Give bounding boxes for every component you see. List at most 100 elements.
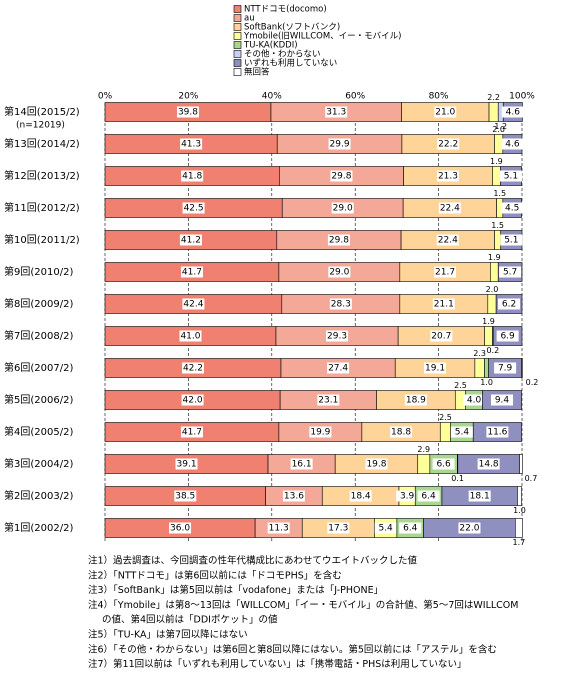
sample-size: (n=12019): [16, 121, 65, 131]
value-label: 41.7: [182, 428, 202, 438]
value-label: 19.1: [425, 364, 445, 374]
bar-segment: [440, 423, 450, 442]
value-label: 18.9: [406, 396, 426, 406]
value-label: 29.9: [330, 140, 350, 150]
value-label: 1.0: [513, 506, 526, 515]
value-label: 29.8: [329, 236, 349, 246]
legend-swatch: [234, 6, 241, 13]
value-label: 21.3: [438, 172, 458, 182]
value-label: 22.4: [440, 204, 460, 214]
value-label: 0.2: [486, 346, 499, 355]
bar-segment: [522, 359, 523, 378]
value-label: 18.8: [391, 428, 411, 438]
category-label: 第1回(2002/2): [4, 521, 73, 534]
x-tick-label: 0%: [98, 92, 113, 102]
bar-segment: [490, 263, 498, 282]
value-label: 14.8: [479, 460, 499, 470]
value-label: 4.6: [505, 140, 520, 150]
value-label: 7.9: [498, 364, 513, 374]
x-tick-label: 100%: [509, 92, 535, 102]
value-label: 41.7: [182, 268, 202, 278]
category-label: 第2回(2003/2): [4, 489, 73, 502]
bar-segment: [515, 519, 522, 538]
value-label: 2.3: [473, 349, 486, 358]
value-label: 22.0: [459, 524, 479, 534]
note: 注4）「Ymobile」は第8～13回は「WILLCOM」「イー・モバイル」の合…: [88, 599, 518, 611]
value-label: 19.8: [366, 460, 386, 470]
category-label: 第12回(2013/2): [4, 169, 80, 182]
bar-segment: [494, 231, 500, 250]
value-label: 1.5: [491, 221, 504, 230]
legend-swatch: [234, 60, 241, 67]
value-label: 29.0: [329, 268, 349, 278]
value-label: 4.6: [506, 108, 521, 118]
x-tick-label: 40%: [262, 92, 282, 102]
value-label: 42.5: [184, 204, 204, 214]
legend-swatch: [234, 69, 241, 76]
category-label: 第3回(2004/2): [4, 457, 73, 470]
value-label: 36.0: [170, 524, 190, 534]
value-label: 20.7: [431, 332, 451, 342]
bar-segment: [489, 103, 498, 122]
value-label: 41.8: [182, 172, 202, 182]
value-label: 2.0: [486, 285, 499, 294]
value-label: 39.1: [177, 460, 197, 470]
bar-segment: [492, 167, 500, 186]
value-label: 1.9: [488, 253, 501, 262]
value-label: 0.2: [526, 378, 539, 387]
bar-segment: [519, 455, 522, 474]
value-label: 29.8: [331, 172, 351, 182]
category-label: 第10回(2011/2): [4, 233, 80, 246]
value-label: 1.0: [480, 378, 493, 387]
value-label: 21.7: [435, 268, 455, 278]
value-label: 4.0: [467, 396, 482, 406]
value-label: 2.2: [487, 93, 500, 102]
note: 注7）第11回以前は「いずれも利用していない」は「携帯電話・PHSは利用していな…: [88, 658, 466, 670]
category-label: 第6回(2007/2): [4, 361, 73, 374]
value-label: 2.5: [454, 381, 467, 390]
value-label: 1.9: [482, 317, 495, 326]
bar-segment: [484, 327, 492, 346]
value-label: 41.2: [181, 236, 201, 246]
value-label: 21.0: [435, 108, 455, 118]
category-label: 第7回(2008/2): [4, 329, 73, 342]
value-label: 2.0: [492, 125, 505, 134]
category-label: 第13回(2014/2): [4, 137, 80, 150]
value-label: 6.6: [436, 460, 451, 470]
value-label: 6.4: [403, 524, 418, 534]
category-label: 第5回(2006/2): [4, 393, 73, 406]
value-label: 6.4: [421, 492, 436, 502]
value-label: 4.5: [505, 204, 519, 214]
value-label: 27.4: [328, 364, 348, 374]
legend-swatch: [234, 42, 241, 49]
value-label: 11.6: [487, 428, 507, 438]
value-label: 6.9: [500, 332, 515, 342]
legend-label: 無回答: [244, 67, 270, 78]
value-label: 42.0: [183, 396, 203, 406]
note: 注6）「その他・わからない」は第6回と第8回以降にはない。第5回以前には「アステ…: [88, 643, 497, 655]
value-label: 18.4: [351, 492, 371, 502]
value-label: 1.7: [513, 538, 526, 547]
value-label: 1.5: [493, 189, 506, 198]
note: 注2）「NTTドコモ」は第6回以前には「ドコモPHS」を含む: [88, 569, 342, 581]
value-label: 0.1: [451, 474, 464, 483]
value-label: 19.9: [310, 428, 330, 438]
value-label: 29.0: [333, 204, 353, 214]
value-label: 13.6: [284, 492, 304, 502]
value-label: 3.9: [400, 492, 415, 502]
note: の値、第4回以前は「DDIポケット」の値: [102, 614, 278, 626]
value-label: 42.4: [183, 300, 203, 310]
note: 注3）「SoftBank」は第5回以前は「vodafone」または「J-PHON…: [88, 584, 383, 596]
value-label: 41.3: [181, 140, 201, 150]
bar-segment: [488, 295, 496, 314]
legend-swatch: [234, 15, 241, 22]
value-label: 16.1: [292, 460, 312, 470]
bar-segment: [484, 359, 488, 378]
value-label: 5.1: [504, 172, 518, 182]
note: 注5）「TU-KA」は第7回以降にはない: [88, 629, 248, 641]
category-label: 第11回(2012/2): [4, 201, 80, 214]
legend-swatch: [234, 51, 241, 58]
value-label: 23.1: [318, 396, 338, 406]
value-label: 17.3: [328, 524, 348, 534]
